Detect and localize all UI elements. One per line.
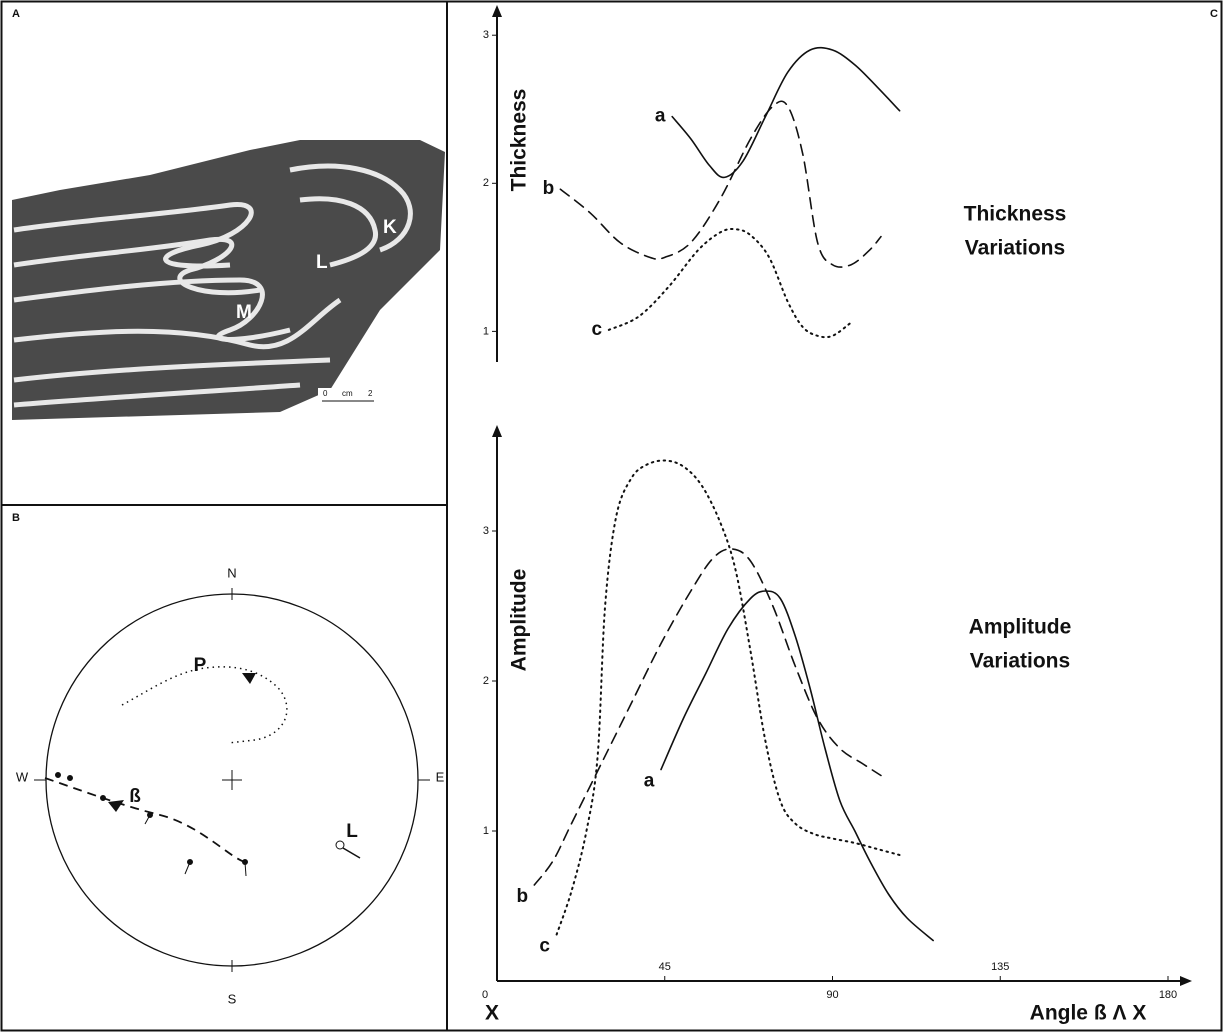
axis-arrow: [492, 425, 502, 437]
scale-label: 0: [323, 389, 328, 398]
scale-label: cm: [342, 389, 353, 398]
curve-label: b: [516, 886, 528, 907]
y-tick-label: 2: [483, 177, 489, 189]
stereonet-label: ß: [129, 786, 141, 807]
y-axis-label: Amplitude: [508, 569, 531, 672]
direction-arrow: [108, 800, 124, 812]
x-axis-label: Angle ß Λ X: [1030, 1002, 1147, 1025]
axis-arrow: [1180, 976, 1192, 986]
lineation-point: [335, 840, 345, 850]
curve: [533, 548, 882, 886]
origin-label: X: [485, 1002, 499, 1025]
annotation: Variations: [965, 237, 1065, 260]
annotation: Thickness: [964, 203, 1067, 226]
y-tick-label: 1: [483, 325, 489, 337]
axis-path: [44, 777, 246, 863]
curve: [559, 100, 882, 268]
pole-path: [121, 666, 288, 744]
x-tick-label: 135: [991, 961, 1009, 973]
specimen-label: L: [316, 252, 328, 273]
specimen-label: K: [383, 217, 397, 238]
specimen-label: M: [236, 302, 252, 323]
x-tick-label: 90: [826, 989, 838, 1001]
direction-label: E: [436, 769, 445, 784]
specimen-layers: [13, 163, 413, 408]
y-axis-label: Thickness: [508, 89, 531, 192]
annotation: Amplitude: [969, 616, 1072, 639]
x-tick-label: 180: [1159, 989, 1177, 1001]
annotation: Variations: [970, 650, 1070, 673]
curve-label: a: [644, 771, 655, 792]
axis-points: [55, 772, 248, 877]
curve-label: c: [539, 936, 550, 957]
curve: [607, 227, 853, 339]
panel-a: A K L M 0 cm 2: [12, 8, 445, 420]
panel-c: C: [1210, 8, 1218, 20]
y-tick-label: 3: [483, 525, 489, 537]
stereonet-label: P: [194, 655, 207, 676]
curve: [671, 46, 901, 179]
direction-label: S: [228, 991, 237, 1006]
panel-letter: B: [12, 512, 20, 524]
direction-label: W: [16, 769, 29, 784]
curve: [555, 459, 901, 936]
panel-letter: C: [1210, 8, 1218, 20]
scale-label: 2: [368, 389, 373, 398]
direction-label: N: [227, 565, 236, 580]
x-tick-label: 45: [659, 961, 671, 973]
panel-b: B N E S W P ß L: [12, 512, 445, 1007]
stereonet-label: L: [346, 821, 358, 842]
curve-label: b: [543, 178, 555, 199]
stereonet-ticks: [34, 588, 430, 972]
curve-label: c: [592, 319, 603, 340]
lineation-tail: [342, 847, 361, 859]
y-tick-label: 1: [483, 825, 489, 837]
y-tick-label: 3: [483, 29, 489, 41]
curve-label: a: [655, 106, 666, 127]
curve: [660, 590, 934, 942]
direction-arrow: [242, 673, 256, 684]
axis-arrow: [492, 5, 502, 17]
panel-letter: A: [12, 8, 20, 20]
y-tick-label: 2: [483, 675, 489, 687]
x-tick-label: 0: [482, 989, 488, 1001]
